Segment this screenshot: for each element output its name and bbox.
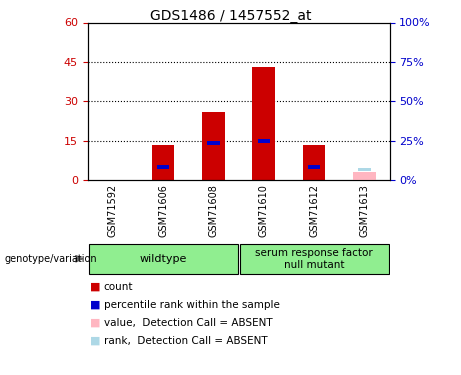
Text: ■: ■ [90, 282, 100, 292]
Text: ■: ■ [90, 336, 100, 346]
Bar [253, 67, 275, 180]
Text: rank,  Detection Call = ABSENT: rank, Detection Call = ABSENT [104, 336, 267, 346]
Text: value,  Detection Call = ABSENT: value, Detection Call = ABSENT [104, 318, 272, 328]
Text: genotype/variation: genotype/variation [5, 254, 97, 264]
Bar [353, 172, 376, 180]
Text: GSM71610: GSM71610 [259, 184, 269, 237]
Bar [89, 244, 237, 274]
Text: GSM71608: GSM71608 [208, 184, 219, 237]
Bar [157, 165, 169, 169]
Text: GSM71612: GSM71612 [309, 184, 319, 237]
Text: ■: ■ [90, 300, 100, 310]
Text: GSM71592: GSM71592 [108, 184, 118, 237]
Bar [152, 145, 174, 180]
Text: ■: ■ [90, 318, 100, 328]
Bar [202, 112, 225, 180]
Text: GDS1486 / 1457552_at: GDS1486 / 1457552_at [150, 9, 311, 23]
Text: percentile rank within the sample: percentile rank within the sample [104, 300, 280, 310]
Bar [207, 141, 219, 145]
Bar [358, 168, 371, 171]
Text: GSM71606: GSM71606 [158, 184, 168, 237]
Text: wildtype: wildtype [139, 254, 187, 264]
Text: count: count [104, 282, 133, 292]
Bar [308, 165, 320, 169]
Bar [303, 145, 325, 180]
Bar [240, 244, 389, 274]
Text: GSM71613: GSM71613 [360, 184, 369, 237]
Bar [258, 139, 270, 142]
Text: serum response factor
null mutant: serum response factor null mutant [255, 248, 373, 270]
